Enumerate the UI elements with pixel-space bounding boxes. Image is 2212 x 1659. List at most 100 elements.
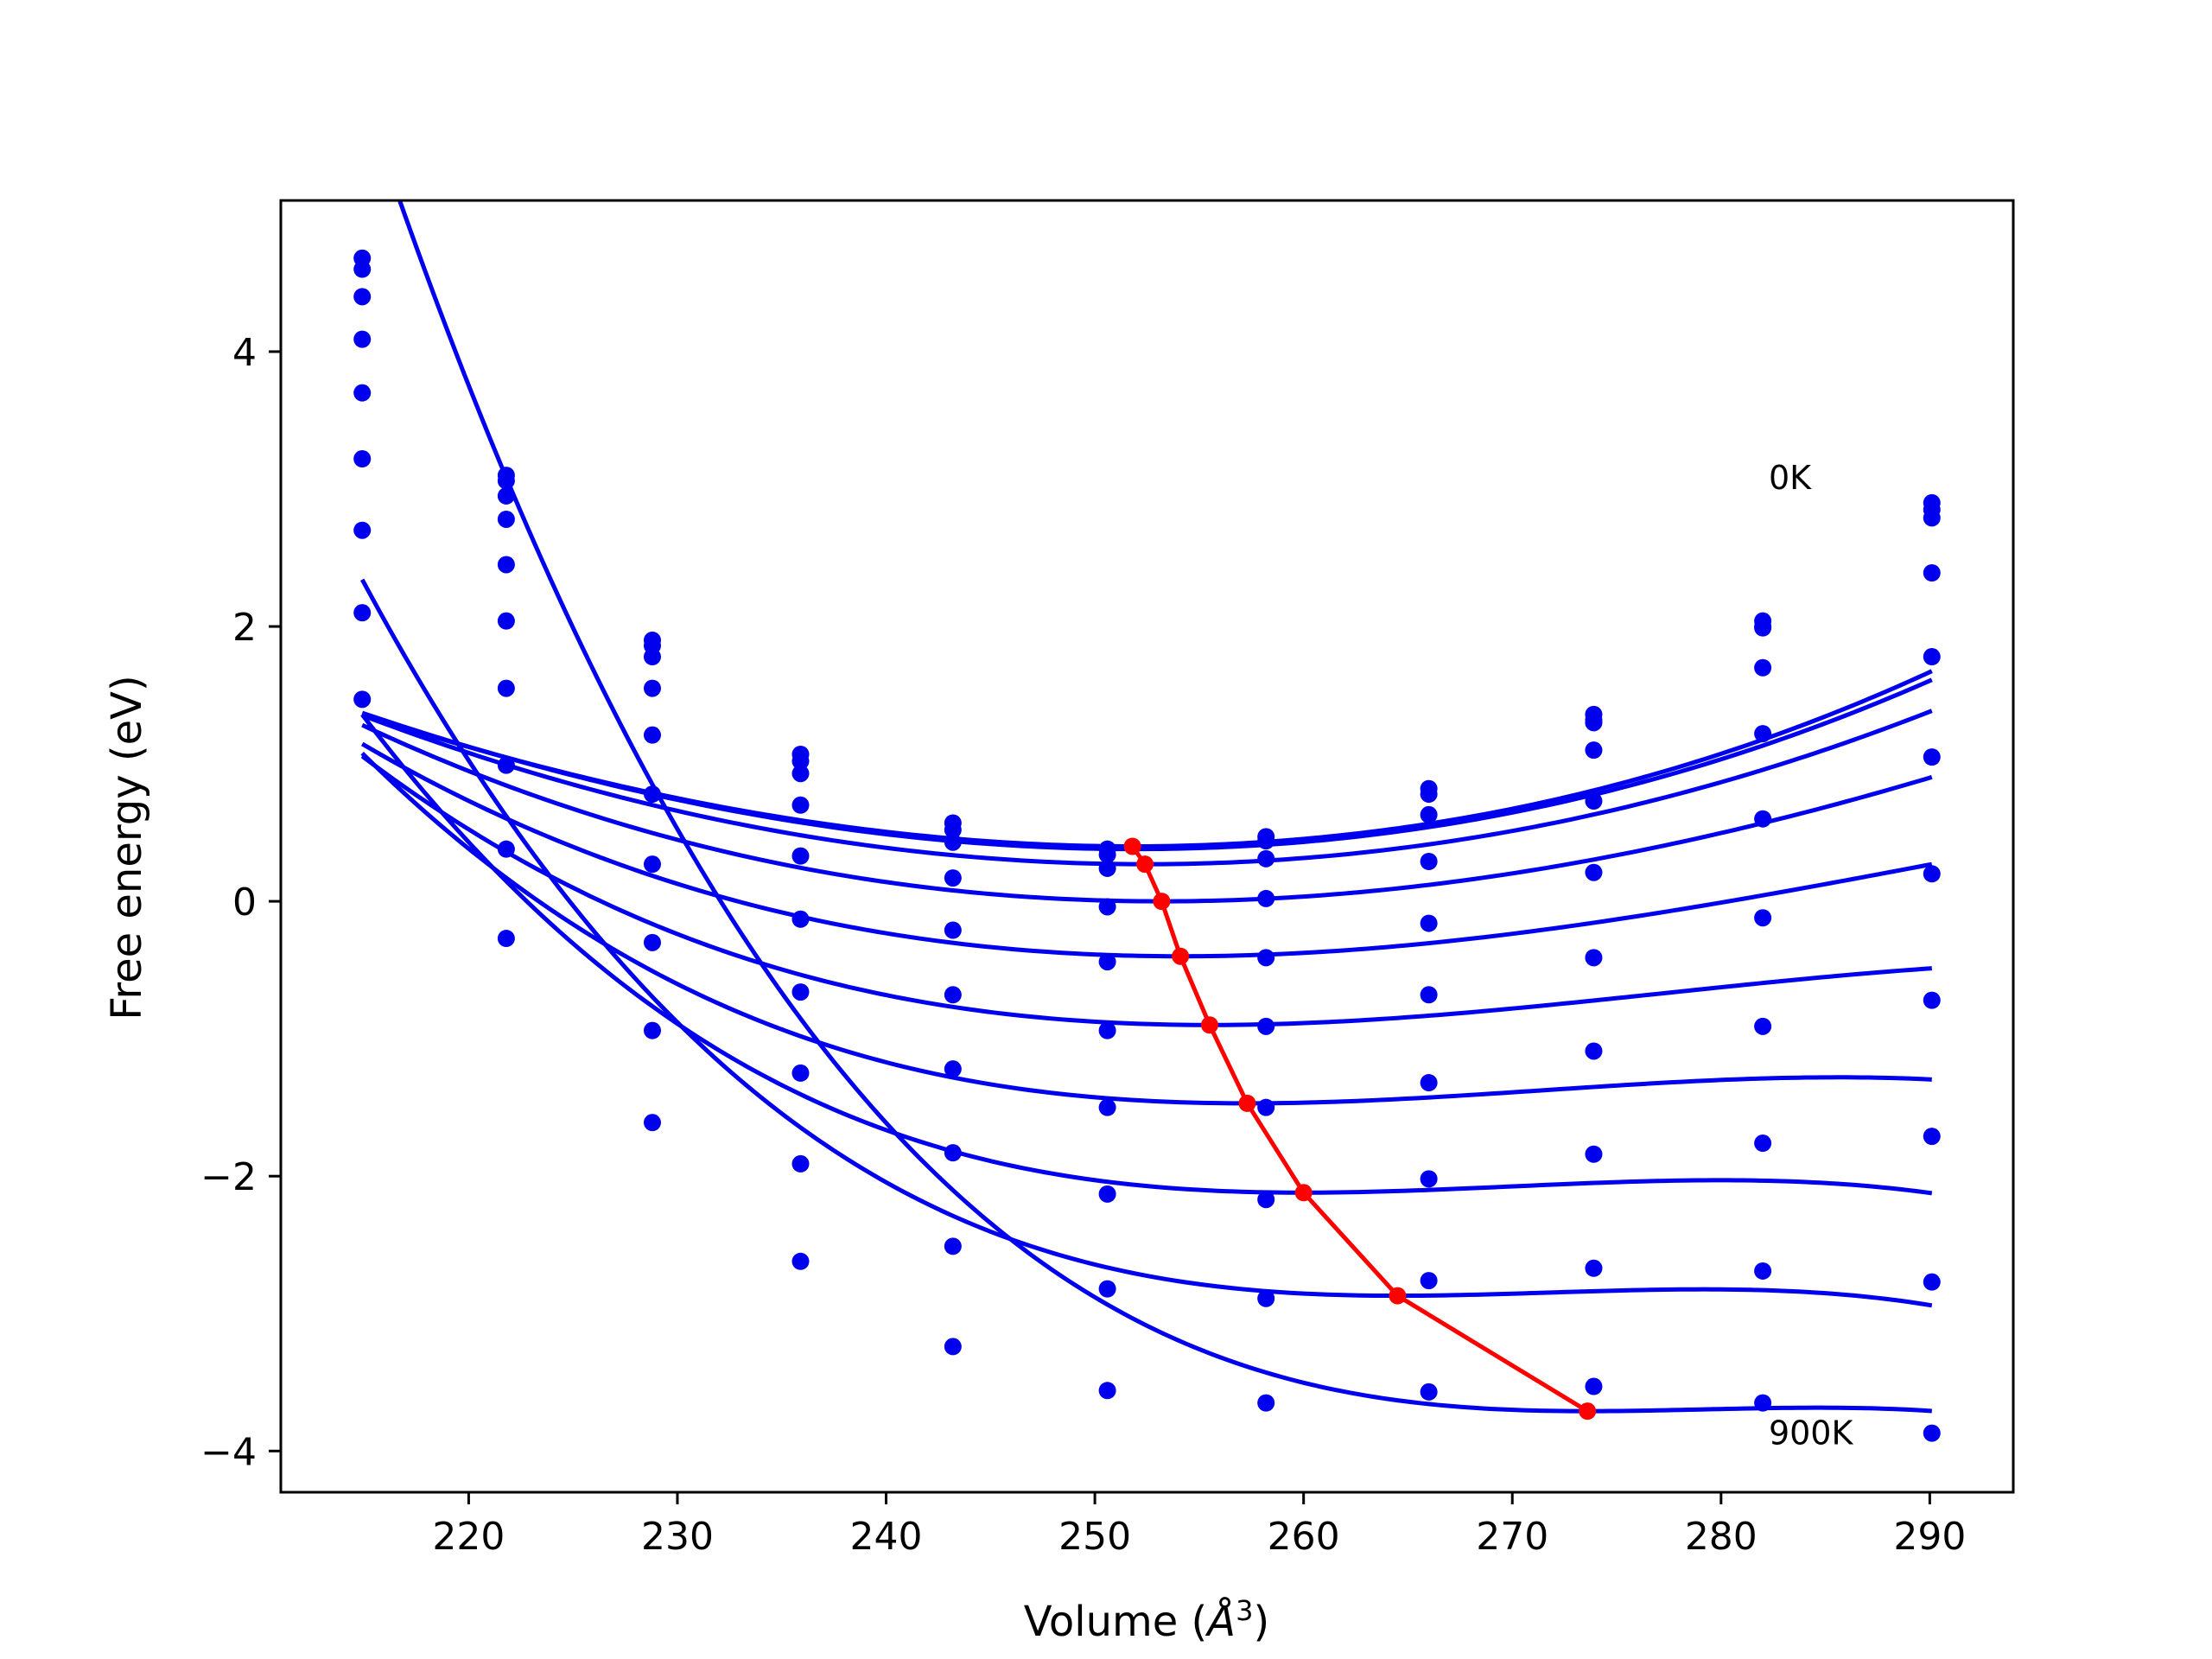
data-point [1257,1098,1275,1116]
data-point [1585,1377,1603,1395]
minimum-point [1123,837,1141,855]
series-5 [353,450,1941,1039]
y-tick-label: 2 [232,606,257,650]
data-point [497,840,515,858]
data-point [1098,953,1116,971]
data-point [1257,849,1275,868]
minimum-point [1153,893,1171,911]
x-tick-label: 220 [432,1515,505,1559]
data-point [1257,1394,1275,1412]
data-point [643,1021,661,1039]
data-point [1754,1394,1772,1412]
y-axis-label: Free energy (eV) [103,675,151,1020]
data-point [643,933,661,951]
data-point [1420,1074,1438,1092]
data-point [1923,1273,1941,1291]
data-point [1420,1170,1438,1188]
x-axis-label: Volume (Å3) [1024,1594,1269,1646]
series-10 [1585,1377,1941,1442]
data-point [1420,852,1438,870]
data-point [1754,909,1772,927]
data-point [643,648,661,666]
minimum-point [1294,1184,1313,1202]
x-tick-label: 260 [1268,1515,1340,1559]
data-point [1420,914,1438,932]
minimum-point [1579,1402,1597,1421]
data-point [497,930,515,948]
data-point [353,450,372,467]
data-point [1420,1272,1438,1290]
fit-curve [361,722,1933,904]
data-point [791,752,810,770]
data-point [643,726,661,744]
fit-curve [360,713,1933,1196]
x-tick-label: 230 [641,1515,714,1559]
data-point [1098,898,1116,916]
data-point [1420,785,1438,804]
minimum-point [1200,1016,1218,1034]
minimum-line-layer [1123,837,1597,1421]
y-tick-label: −2 [200,1155,257,1199]
data-point [1257,832,1275,850]
data-point [353,690,372,709]
data-point [1420,805,1438,823]
data-point [1585,863,1603,881]
data-point [1420,1382,1438,1401]
y-tick-label: 4 [232,331,257,375]
data-point [791,1064,810,1082]
fit-curve [360,578,1933,1308]
data-point [791,847,810,865]
y-tick-label: 0 [232,880,257,925]
x-tick-label: 240 [850,1515,923,1559]
x-tick-label: 250 [1058,1515,1131,1559]
data-point [1098,846,1116,864]
series-4 [353,384,1941,971]
data-point [643,855,661,874]
data-point [1923,564,1941,582]
data-point [353,521,372,539]
data-point [1098,1185,1116,1203]
data-point [1923,991,1941,1009]
data-point [944,869,962,887]
minimum-point [1389,1287,1407,1305]
data-point [1257,1191,1275,1209]
data-point [1585,949,1603,967]
data-point [497,679,515,697]
data-point [1754,810,1772,828]
data-point [1754,1262,1772,1280]
data-point [1257,889,1275,907]
data-point [1098,1021,1116,1039]
data-point [1923,648,1941,666]
fit-curve [397,200,1932,1414]
series-9 [397,200,1941,1414]
x-tick-label: 270 [1476,1515,1548,1559]
data-point [1754,658,1772,677]
data-point [944,1237,962,1255]
data-point [944,833,962,851]
x-tick-label: 280 [1685,1515,1758,1559]
data-point [497,756,515,774]
data-point [1257,949,1275,967]
data-point [1923,748,1941,766]
data-point [791,796,810,814]
data-point [353,604,372,622]
data-point [1257,1289,1275,1307]
data-point [791,983,810,1001]
data-point [1754,1017,1772,1035]
fit-curve [360,754,1932,1027]
annotation-label: 0K [1769,459,1812,497]
data-point [944,1144,962,1162]
data-point [791,1252,810,1270]
data-point [1923,509,1941,527]
data-point [944,1338,962,1356]
data-point [1420,986,1438,1004]
data-point [1257,1017,1275,1035]
data-point [791,910,810,928]
data-point [1098,1098,1116,1116]
data-point [791,1154,810,1173]
x-tick-label: 290 [1893,1515,1966,1559]
series-8 [353,578,1941,1308]
annotation-label: 900K [1769,1414,1854,1452]
data-point [944,821,962,839]
